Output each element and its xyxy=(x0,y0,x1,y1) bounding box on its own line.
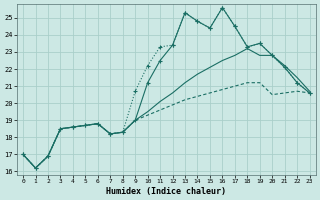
X-axis label: Humidex (Indice chaleur): Humidex (Indice chaleur) xyxy=(106,187,226,196)
